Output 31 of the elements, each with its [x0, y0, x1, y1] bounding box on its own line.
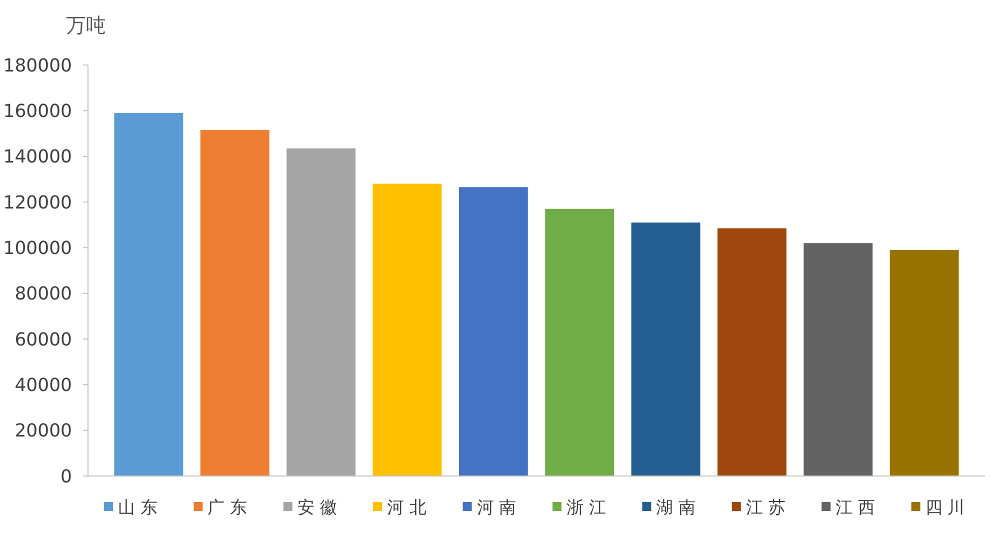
bar: [804, 243, 873, 476]
y-tick-label: 180000: [3, 55, 72, 76]
legend-label: 河 北: [387, 498, 427, 518]
y-tick-label: 120000: [3, 192, 72, 214]
legend-label: 江 西: [836, 498, 876, 518]
bar: [631, 222, 700, 476]
bar: [200, 130, 270, 476]
bar: [372, 184, 442, 476]
y-tick-label: 100000: [3, 238, 72, 259]
legend-label: 河 南: [476, 498, 516, 518]
legend-label: 浙 江: [566, 498, 606, 518]
bar: [545, 208, 614, 476]
bar: [458, 187, 528, 476]
legend-label: 江 苏: [746, 498, 786, 518]
y-tick-label: 160000: [3, 100, 72, 122]
legend-label: 广 东: [208, 498, 248, 518]
bar: [114, 112, 184, 476]
bar: [890, 250, 959, 476]
bar: [286, 148, 356, 476]
legend-label: 四 川: [925, 498, 965, 518]
y-axis-title: 万吨: [66, 13, 106, 37]
y-tick-label: 140000: [3, 146, 72, 168]
legend-label: 安 徽: [297, 498, 337, 518]
y-tick-label: 80000: [14, 284, 72, 305]
legend-label: 山 东: [118, 498, 158, 518]
y-tick-label: 20000: [14, 420, 72, 442]
y-tick-label: 40000: [14, 374, 72, 396]
y-tick-label: 0: [60, 466, 72, 488]
bar: [717, 228, 786, 476]
legend-label: 湖 南: [656, 498, 696, 518]
y-tick-label: 60000: [14, 329, 72, 350]
